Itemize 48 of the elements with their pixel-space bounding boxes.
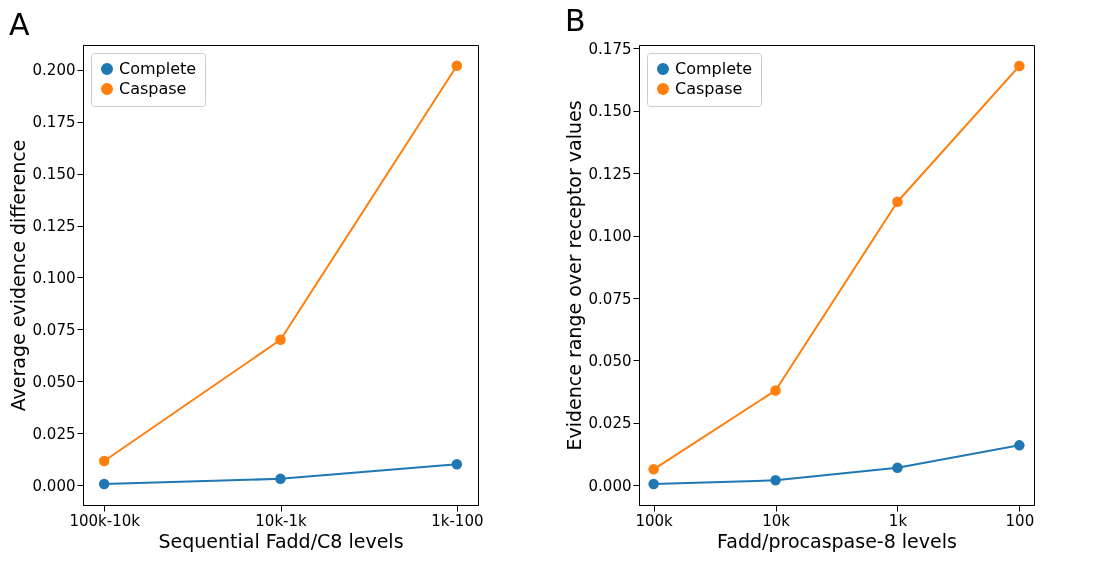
y-axis-title: Evidence range over receptor values	[562, 100, 585, 451]
y-tick-label: 0.075	[588, 289, 632, 308]
y-tick-label: 0.000	[32, 476, 76, 495]
y-tick-label: 0.025	[588, 414, 632, 433]
point	[451, 60, 463, 71]
x-tick-label: 100k	[635, 511, 674, 530]
point	[275, 334, 286, 345]
y-tick-label: 0.175	[588, 39, 632, 58]
y-tick-label: 0.000	[588, 476, 632, 495]
x-axis-title: Fadd/procaspase-8 levels	[717, 529, 957, 552]
x-tick-label: 100	[1005, 511, 1035, 530]
legend-label: Caspase	[119, 79, 187, 98]
x-tick-label: 10k-1k	[255, 511, 308, 530]
legend-label: Caspase	[675, 79, 743, 98]
legend-label: Complete	[119, 59, 197, 78]
chart-title: B	[565, 3, 586, 39]
y-tick-label: 0.200	[32, 61, 76, 80]
point	[1014, 440, 1025, 451]
point	[892, 462, 903, 474]
point	[98, 478, 110, 490]
y-tick-label: 0.150	[588, 102, 632, 121]
x-tick-label: 10k	[762, 511, 791, 530]
point	[770, 475, 781, 486]
y-tick-label: 0.075	[32, 320, 76, 339]
point	[892, 196, 903, 207]
point	[648, 478, 659, 490]
y-tick-label: 0.125	[32, 217, 76, 236]
y-tick-label: 0.050	[588, 351, 632, 370]
y-tick-label: 0.175	[32, 113, 76, 132]
y-tick-label: 0.150	[32, 165, 76, 184]
point	[98, 455, 110, 467]
point	[275, 473, 286, 485]
y-tick-label: 0.125	[588, 164, 632, 183]
legend-label: Complete	[675, 59, 753, 78]
x-tick-label: 1k-100	[431, 511, 484, 530]
y-tick-label: 0.100	[588, 227, 632, 246]
x-tick-label: 100k-10k	[69, 511, 141, 530]
point	[451, 459, 463, 470]
y-tick-label: 0.100	[32, 268, 76, 287]
y-tick-label: 0.050	[32, 372, 76, 391]
x-axis-title: Sequential Fadd/C8 levels	[158, 529, 404, 552]
point	[1014, 60, 1025, 72]
point	[770, 385, 781, 396]
y-tick-label: 0.025	[32, 424, 76, 443]
x-tick-label: 1k	[888, 511, 908, 530]
chart-title: A	[9, 7, 31, 42]
y-axis-title: Average evidence difference	[6, 139, 29, 412]
point	[648, 464, 659, 475]
